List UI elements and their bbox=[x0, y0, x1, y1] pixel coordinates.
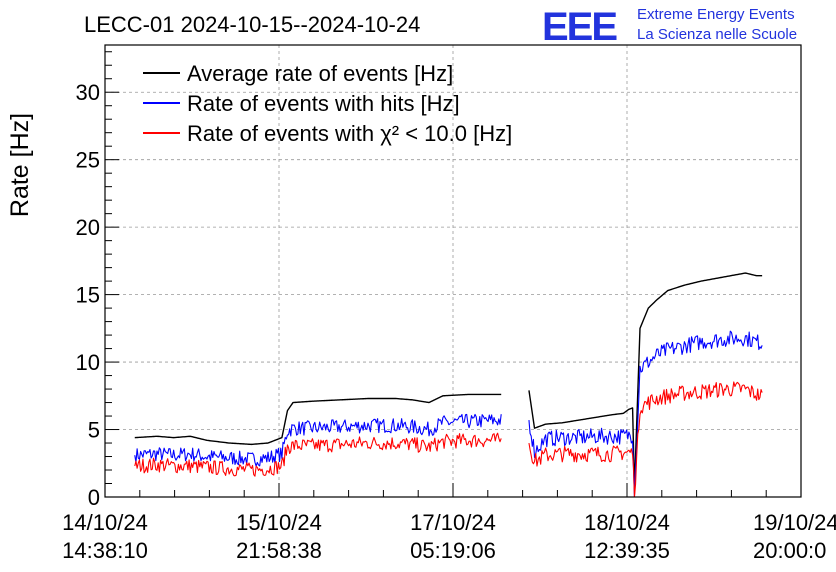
x-tick-label-date: 15/10/24 bbox=[236, 510, 322, 535]
series-line-2-late bbox=[528, 381, 763, 498]
ticks bbox=[104, 51, 802, 498]
x-tick-label-date: 19/10/24 bbox=[753, 510, 836, 535]
x-tick-labels: 14/10/24 14:38:10 15/10/24 21:58:38 17/10/24… bbox=[62, 510, 836, 563]
x-tick-label-date: 17/10/24 bbox=[410, 510, 496, 535]
x-tick-label-time: 21:58:38 bbox=[236, 538, 322, 563]
legend-label-2: Rate of events with χ² < 10.0 [Hz] bbox=[187, 121, 512, 146]
y-tick-label: 30 bbox=[76, 80, 100, 105]
grid bbox=[105, 45, 801, 497]
x-tick-label-time: 12:39:35 bbox=[584, 538, 670, 563]
series-line-2 bbox=[134, 432, 502, 477]
y-tick-labels: 0 5 10 15 20 25 30 bbox=[76, 80, 100, 510]
x-tick-label-date: 14/10/24 bbox=[62, 510, 148, 535]
x-tick-label-time: 14:38:10 bbox=[62, 538, 148, 563]
legend: Average rate of events [Hz] Rate of event… bbox=[143, 61, 512, 146]
eee-logo: EEE Extreme Energy Events La Scienza nel… bbox=[542, 5, 797, 49]
x-tick-label-time: 05:19:06 bbox=[410, 538, 496, 563]
series-line-0 bbox=[134, 393, 502, 446]
y-tick-label: 25 bbox=[76, 148, 100, 173]
eee-logo-mark: EEE bbox=[542, 5, 617, 49]
legend-label-1: Rate of events with hits [Hz] bbox=[187, 91, 460, 116]
series-line-1 bbox=[134, 413, 502, 467]
x-tick-label-time: 20:00:0 bbox=[753, 538, 826, 563]
series-layer bbox=[134, 272, 763, 498]
eee-logo-line1: Extreme Energy Events bbox=[637, 6, 795, 23]
y-tick-label: 5 bbox=[88, 418, 100, 443]
y-tick-label: 0 bbox=[88, 485, 100, 510]
y-tick-label: 10 bbox=[76, 350, 100, 375]
x-tick-label-date: 18/10/24 bbox=[584, 510, 670, 535]
eee-logo-line2: La Scienza nelle Scuole bbox=[637, 26, 797, 43]
series-line-0-late bbox=[528, 272, 763, 490]
y-axis-label: Rate [Hz] bbox=[6, 113, 34, 217]
series-line-1-late bbox=[528, 330, 763, 498]
y-tick-label: 20 bbox=[76, 215, 100, 240]
y-tick-label: 15 bbox=[76, 283, 100, 308]
legend-label-0: Average rate of events [Hz] bbox=[187, 61, 453, 86]
chart-title: LECC-01 2024-10-15--2024-10-24 bbox=[84, 12, 420, 37]
